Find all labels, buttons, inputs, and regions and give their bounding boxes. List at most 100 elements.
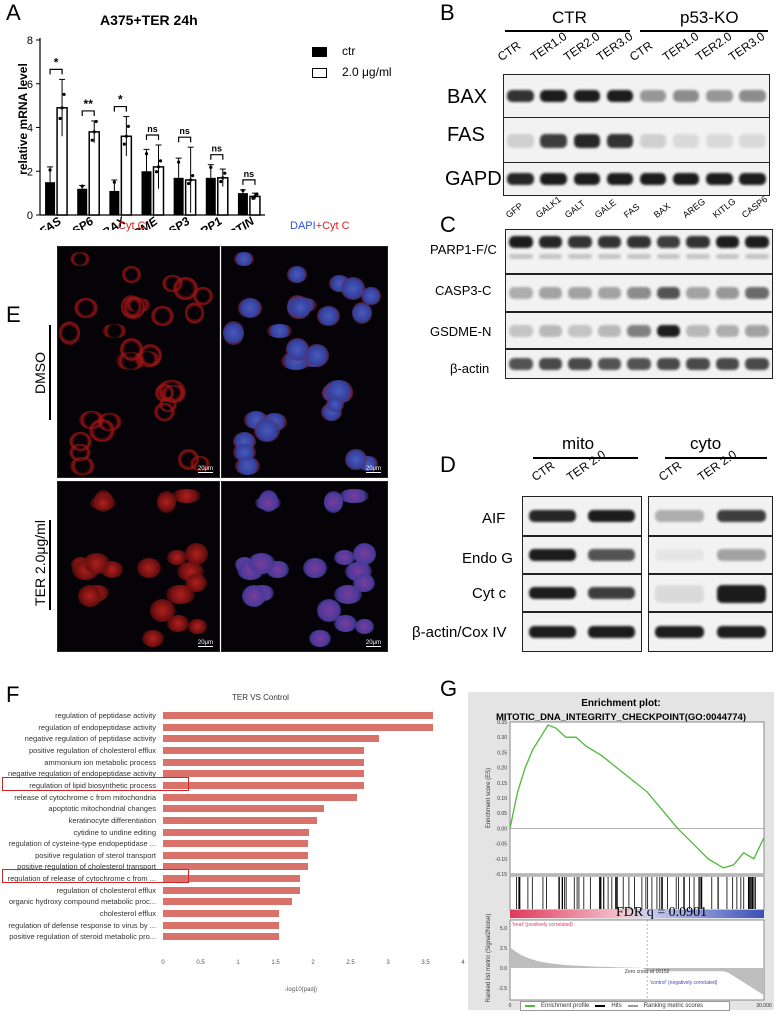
es-tick-label: -0.15 (496, 872, 508, 878)
blot-band (655, 585, 705, 603)
blot-band (656, 254, 681, 259)
go-term-label: cytidine to uridine editing (73, 827, 156, 837)
blot-band (573, 90, 601, 102)
bar-ctr (205, 177, 216, 215)
micrograph-dmso-cytc: 20μm (57, 246, 220, 478)
cell (136, 557, 162, 579)
blot-band (655, 510, 705, 522)
go-term-label: positive regulation of cholesterol efflu… (28, 745, 156, 755)
panel-e-col1-label: Cyt C (118, 220, 146, 232)
es-tick-label: 0.10 (497, 796, 507, 802)
blot-band (540, 173, 567, 185)
blot-band (508, 324, 533, 337)
panel-b-row-fas: FAS (447, 124, 485, 146)
cell (242, 585, 267, 608)
panel-f-title: TER VS Control (232, 693, 289, 702)
group-label-p53ko: p53-KO (680, 8, 739, 27)
data-point (156, 165, 161, 169)
data-point (255, 192, 259, 196)
go-term-bar (163, 723, 433, 731)
blot-band (606, 173, 634, 185)
data-point (48, 168, 52, 172)
lane-label: TER1.0 (659, 29, 702, 64)
cell (233, 251, 254, 266)
blot-band (597, 254, 622, 259)
blot-band (568, 254, 592, 259)
blot-d-cyto-actin (648, 612, 773, 652)
es-plot-area (509, 721, 765, 875)
x-tick-label: 0 (161, 960, 165, 966)
blot-band (508, 287, 533, 299)
blot-band (686, 254, 710, 259)
data-point (112, 180, 116, 184)
es-tick-label: 0.30 (497, 735, 507, 741)
es-tick-label: 0.15 (497, 781, 507, 787)
cell (83, 553, 110, 574)
significance-label: ns (212, 144, 223, 154)
panel-label-a: A (6, 0, 21, 25)
data-point (189, 178, 193, 182)
data-point (80, 184, 84, 188)
data-point (60, 106, 64, 110)
go-term-label: regulation of release of cytochrome c fr… (7, 874, 156, 884)
blot-band (739, 134, 766, 148)
lane-label: TER2.0 (560, 29, 603, 64)
blot-band (716, 549, 766, 561)
data-point (94, 119, 98, 124)
cell (308, 630, 331, 648)
y-tick-label: 8 (27, 35, 33, 47)
blot-band (655, 549, 705, 561)
scale-bar: 20μm (365, 466, 381, 473)
legend-swatch-treated (312, 68, 327, 78)
panel-a-legend: ctr 2.0 μg/ml (312, 44, 432, 84)
cell (150, 306, 174, 326)
es-tick-label: 0.35 (497, 720, 507, 726)
significance-bracket (145, 134, 160, 140)
panel-e-row2-label: TER 2.0μg/ml (32, 520, 48, 606)
data-point (253, 194, 257, 199)
x-tick-label: 1.5 (271, 960, 280, 966)
data-point (223, 171, 227, 175)
category-label: FAS (37, 214, 64, 230)
cell (238, 298, 263, 318)
blot-band (587, 626, 636, 638)
legend-swatch (525, 1005, 535, 1007)
blot-band (597, 324, 622, 337)
go-term-label: positive regulation of cholesterol trans… (17, 862, 156, 872)
blot-band (716, 585, 766, 603)
go-term-label: regulation of peptidase activity (55, 711, 156, 720)
blot-band (597, 287, 622, 299)
data-point (126, 124, 130, 129)
cell (158, 396, 178, 413)
cell (316, 599, 342, 623)
cell (70, 456, 96, 475)
cell (361, 287, 381, 306)
cell (234, 456, 260, 475)
blot-band (739, 90, 766, 102)
significance-label: * (118, 93, 123, 107)
y-tick-label: 0 (27, 210, 33, 222)
metric-tick-label: 5.0 (500, 926, 507, 932)
go-term-bar (163, 898, 292, 906)
blot-band (587, 510, 636, 522)
blot-band (573, 134, 601, 148)
blot-band (672, 90, 700, 102)
blot-band (745, 358, 770, 370)
cell (177, 448, 200, 471)
go-term-label: positive regulation of steroid metabolic… (9, 932, 156, 942)
go-term-bar (163, 758, 364, 766)
y-tick-label: 2 (27, 166, 33, 178)
legend-swatch (627, 1005, 638, 1007)
go-term-label: regulation of endopeptidase activity (38, 722, 156, 732)
blot-band (716, 510, 766, 522)
significance-label: ** (84, 97, 94, 111)
blot-band (627, 358, 651, 370)
data-point (90, 138, 94, 142)
blot-band (715, 236, 740, 248)
blot-band (627, 287, 651, 299)
metric-ylabel: Ranked list metric (Signal2Noise) (486, 914, 492, 1003)
gsea-title-1: Enrichment plot: (581, 698, 661, 709)
data-point (209, 165, 213, 169)
highlight-box-1 (2, 777, 189, 791)
cell (166, 550, 188, 566)
